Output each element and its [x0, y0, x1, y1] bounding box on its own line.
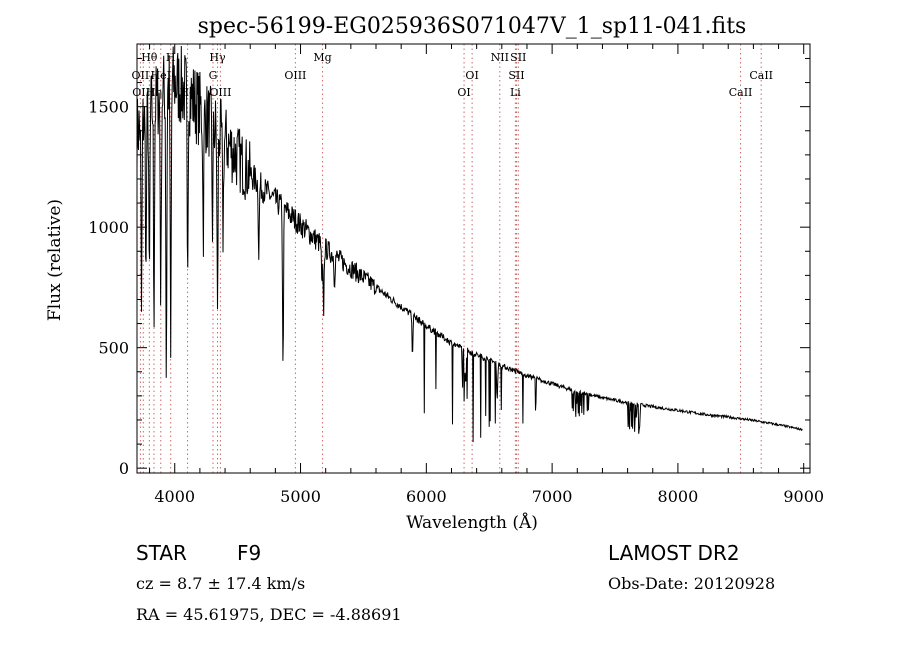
spectral-line-label: OIII: [132, 86, 154, 99]
x-tick-label: 4000: [154, 487, 195, 506]
x-tick-label: 7000: [532, 487, 573, 506]
spectral-line-label: Hγ: [209, 51, 226, 64]
spectral-line-label: OI: [465, 69, 478, 82]
y-axis: 0 500 1000 1500: [88, 57, 810, 478]
object-class: STAR: [136, 541, 187, 565]
redshift-cz: cz = 8.7 ± 17.4 km/s: [136, 574, 305, 593]
y-tick-label: 1500: [88, 98, 129, 117]
spectral-line-label: Mg: [313, 51, 331, 64]
spectral-line-label: OIII: [209, 86, 231, 99]
spectral-line-label: OIII: [284, 69, 306, 82]
obs-date: Obs-Date: 20120928: [608, 574, 775, 593]
spectral-line-markers: [139, 44, 762, 473]
y-tick-label: 1000: [88, 218, 129, 237]
spectral-line-label: NII: [491, 51, 509, 64]
plot-frame: [136, 43, 811, 474]
spectral-line-label: SII: [510, 51, 526, 64]
chart-title: spec-56199-EG025936S071047V_1_sp11-041.f…: [198, 14, 747, 39]
spectral-line-label: H: [166, 51, 176, 64]
y-tick-label: 500: [98, 339, 129, 358]
spectral-line-label: OI: [457, 86, 470, 99]
y-axis-label: Flux (relative): [45, 199, 65, 321]
x-tick-label: 8000: [658, 487, 699, 506]
survey-name: LAMOST DR2: [608, 541, 740, 565]
object-subclass: F9: [237, 541, 261, 565]
ra-dec-coordinates: RA = 45.61975, DEC = -4.88691: [136, 605, 402, 624]
y-tick-label: 0: [119, 459, 129, 478]
spectral-line-label: SII: [508, 69, 524, 82]
spectral-line-label: G: [209, 69, 218, 82]
x-axis: 4000 5000 6000 7000 8000 9000: [149, 44, 824, 506]
spectral-line-label: Li: [510, 86, 521, 99]
spectral-line-label: CaII: [749, 69, 773, 82]
spectrum-series-line: [136, 45, 803, 443]
spectral-line-label: Hθ: [141, 51, 158, 64]
spectral-line-label: CaII: [729, 86, 753, 99]
x-tick-label: 5000: [280, 487, 321, 506]
x-tick-label: 6000: [406, 487, 447, 506]
x-axis-label: Wavelength (Å): [406, 512, 538, 533]
spectral-line-label: OII: [132, 69, 150, 82]
x-tick-label: 9000: [783, 487, 824, 506]
